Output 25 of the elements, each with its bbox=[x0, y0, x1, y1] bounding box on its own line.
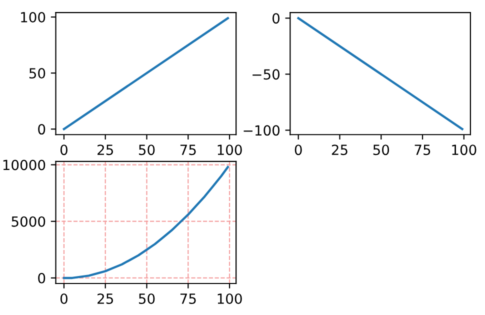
x-tick-label: 75 bbox=[180, 294, 196, 304]
y-tick-label: 100 bbox=[21, 12, 46, 22]
x-tick-label: 50 bbox=[373, 144, 390, 156]
x-tick-label: 50 bbox=[138, 144, 155, 156]
y-tick-label: 0 bbox=[38, 124, 46, 135]
x-tick-label: 100 bbox=[218, 144, 242, 156]
y-tick-label: −100 bbox=[244, 125, 280, 136]
y-tick-label: 0 bbox=[272, 13, 280, 24]
y-tick-label: 0 bbox=[38, 272, 46, 284]
x-tick-label: 25 bbox=[98, 144, 113, 156]
x-tick-label: 50 bbox=[138, 293, 155, 304]
x-tick-label: 25 bbox=[332, 144, 348, 156]
x-tick-label: 100 bbox=[218, 293, 242, 304]
y-tick-label: 10000 bbox=[3, 160, 46, 170]
y-tick-label: −50 bbox=[252, 69, 280, 80]
x-tick-label: 0 bbox=[294, 144, 302, 156]
x-tick-label: 100 bbox=[452, 144, 476, 156]
x-tick-label: 0 bbox=[60, 293, 68, 304]
x-tick-label: 75 bbox=[180, 144, 196, 156]
x-tick-label: 0 bbox=[60, 144, 68, 156]
x-tick-label: 25 bbox=[98, 293, 113, 304]
y-tick-label: 50 bbox=[29, 68, 46, 79]
x-tick-label: 75 bbox=[414, 144, 430, 156]
line-series bbox=[62, 166, 229, 280]
y-tick-label: 5000 bbox=[12, 216, 46, 227]
